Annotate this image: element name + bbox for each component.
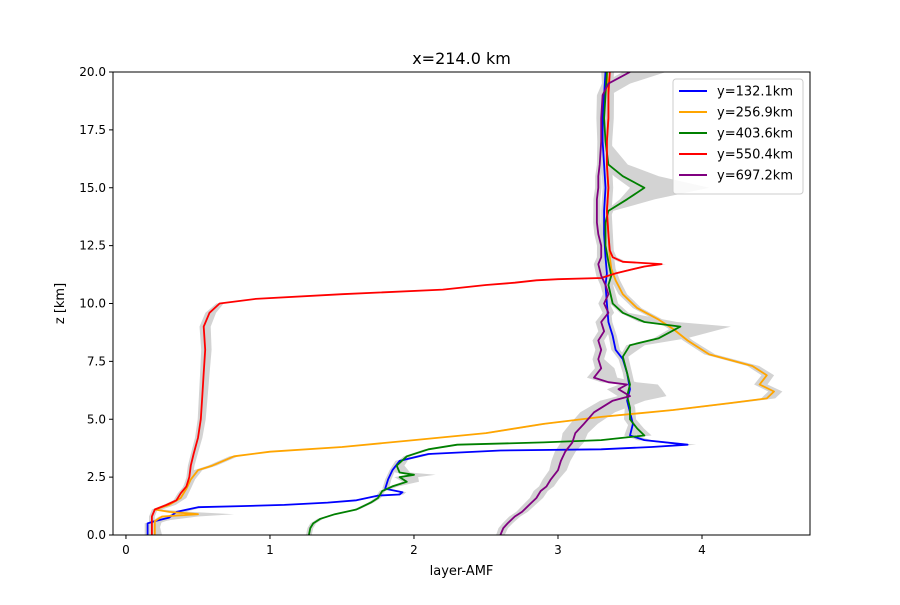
legend: y=132.1km y=256.9km y=403.6km y=550.4km y=69… xyxy=(672,78,804,195)
x-tick-label: 2 xyxy=(410,543,418,557)
chart-title: x=214.0 km xyxy=(412,49,511,68)
x-tick-label: 3 xyxy=(554,543,562,557)
legend-label-5: y=697.2km xyxy=(717,169,793,184)
y-tick-label: 7.5 xyxy=(87,354,106,368)
series-5-uncertainty-band xyxy=(496,72,667,535)
series-1-line xyxy=(146,72,689,535)
series-3-uncertainty-band xyxy=(306,72,731,535)
x-tick-label: 1 xyxy=(266,543,274,557)
legend-label-3: y=403.6km xyxy=(717,127,793,142)
legend-label-2: y=256.9km xyxy=(717,106,793,121)
y-tick-label: 0.0 xyxy=(87,528,106,542)
y-tick-label: 10.0 xyxy=(79,297,106,311)
x-axis-label: layer-AMF xyxy=(430,564,494,579)
series-4-line xyxy=(150,72,663,535)
x-tick-label: 0 xyxy=(122,543,130,557)
y-tick-label: 17.5 xyxy=(79,123,106,137)
y-tick-label: 2.5 xyxy=(87,470,106,484)
y-axis: 0.0 2.5 5.0 7.5 10.0 12.5 15.0 17.5 20.0 xyxy=(79,65,113,542)
y-tick-label: 5.0 xyxy=(87,412,106,426)
y-tick-label: 12.5 xyxy=(79,239,106,253)
x-axis: 0 1 2 3 4 xyxy=(122,535,706,557)
legend-label-4: y=550.4km xyxy=(717,148,793,163)
uncertainty-bands xyxy=(144,72,783,535)
y-tick-label: 20.0 xyxy=(79,65,106,79)
y-axis-label: z [km] xyxy=(53,283,68,324)
series-lines xyxy=(146,72,775,535)
legend-label-1: y=132.1km xyxy=(717,85,793,100)
series-5-line xyxy=(499,72,631,535)
series-3-line xyxy=(308,72,682,535)
x-tick-label: 4 xyxy=(698,543,706,557)
legend-box xyxy=(672,78,804,195)
y-tick-label: 15.0 xyxy=(79,181,106,195)
